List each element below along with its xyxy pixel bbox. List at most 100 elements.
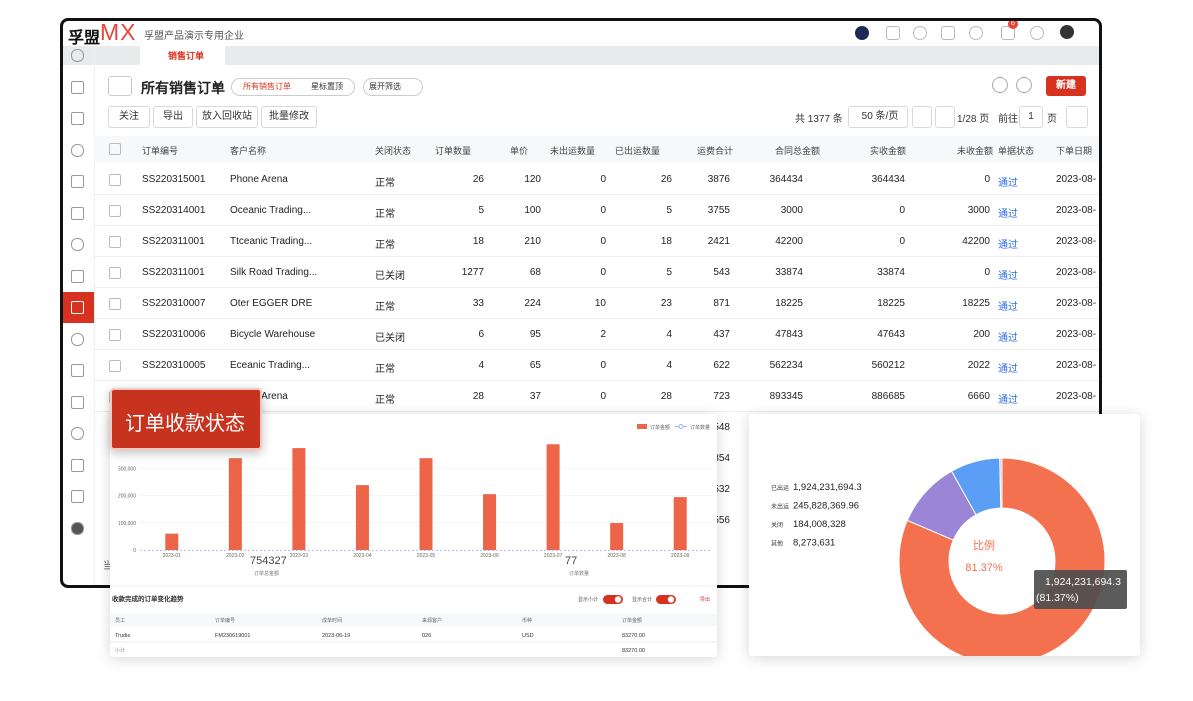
table-cell: 18225 xyxy=(775,298,803,309)
action-button[interactable]: 放入回收站 xyxy=(196,106,258,128)
checkbox[interactable] xyxy=(109,205,121,217)
table-cell: 893345 xyxy=(769,391,803,402)
table-cell: SS220310007 xyxy=(142,298,206,309)
sidebar-icon[interactable] xyxy=(71,364,84,377)
subtotal-amount: 83270.00 xyxy=(622,648,645,654)
header-icon[interactable] xyxy=(855,26,869,40)
filter-icon[interactable] xyxy=(1016,77,1032,93)
action-button[interactable]: 批量修改 xyxy=(261,106,317,128)
checkbox[interactable] xyxy=(109,329,121,341)
page-indicator: 1/28 页 xyxy=(957,114,990,125)
page-unit: 页 xyxy=(1047,114,1057,125)
row-divider xyxy=(94,380,1099,381)
new-button[interactable]: 新建 xyxy=(1046,76,1086,96)
table-cell: 6660 xyxy=(967,391,990,402)
sidebar-icon[interactable] xyxy=(71,112,84,125)
table-cell: 364434 xyxy=(769,174,803,185)
table-cell: 4 xyxy=(666,360,672,371)
table-cell: Eceanic Trading... xyxy=(230,360,311,371)
page-size[interactable]: 50 条/页 xyxy=(848,106,908,128)
x-tick-label: 2023-07 xyxy=(544,553,563,559)
sidebar-icon[interactable] xyxy=(71,458,84,472)
view-icon[interactable] xyxy=(108,76,132,96)
bar xyxy=(419,458,433,550)
sidebar-icon[interactable] xyxy=(71,175,84,188)
bar xyxy=(546,444,560,550)
sidebar-icon[interactable] xyxy=(71,521,84,535)
tab-label[interactable]: 销售订单 xyxy=(168,51,205,61)
status-link[interactable]: 通过 xyxy=(998,271,1018,282)
header-icon[interactable] xyxy=(969,26,983,40)
sidebar-icon[interactable] xyxy=(71,332,84,346)
checkbox[interactable] xyxy=(109,267,121,279)
table-cell: 33874 xyxy=(775,267,803,278)
status-link[interactable]: 通过 xyxy=(998,302,1018,313)
tab-bar xyxy=(63,46,1099,65)
status-link[interactable]: 通过 xyxy=(998,240,1018,251)
table-cell: 0 xyxy=(600,205,606,216)
view-option[interactable]: 星标置顶 xyxy=(311,82,343,91)
sidebar-icon[interactable] xyxy=(71,80,84,94)
column-header: 订单数量 xyxy=(435,146,472,156)
status-link[interactable]: 通过 xyxy=(998,333,1018,344)
sidebar-icon[interactable] xyxy=(71,395,84,409)
sidebar-icon[interactable] xyxy=(71,269,84,283)
table-cell: 3755 xyxy=(707,205,730,216)
y-tick-label: 0 xyxy=(133,548,136,554)
sidebar-icon[interactable] xyxy=(71,490,84,503)
header-icon[interactable] xyxy=(941,26,955,40)
table-cell: 10 xyxy=(594,298,606,309)
column-header: 运费合计 xyxy=(697,146,734,156)
column-header: 单据状态 xyxy=(998,146,1035,156)
status-link[interactable]: 通过 xyxy=(998,178,1018,189)
header-icon[interactable] xyxy=(886,26,900,40)
table-cell: 42200 xyxy=(962,236,990,247)
table-cell: 562234 xyxy=(769,360,803,371)
row-divider xyxy=(94,194,1099,195)
x-tick-label: 2023-02 xyxy=(226,553,245,559)
view-option[interactable]: 所有销售订单 xyxy=(243,82,291,91)
settings-icon[interactable] xyxy=(1066,106,1088,128)
table-cell: 120 xyxy=(524,174,541,185)
table-cell: 0 xyxy=(899,236,905,247)
checkbox[interactable] xyxy=(109,143,121,155)
header-icon[interactable] xyxy=(1030,26,1044,40)
table-cell: 2023-08-... xyxy=(1056,329,1096,340)
table-cell: SS220314001 xyxy=(142,205,206,216)
filter-pill[interactable] xyxy=(363,78,423,96)
export-link[interactable]: 导出 xyxy=(700,596,710,603)
action-button[interactable]: 关注 xyxy=(108,106,150,128)
avatar[interactable] xyxy=(1060,25,1074,39)
prev-button[interactable] xyxy=(912,106,932,128)
checkbox[interactable] xyxy=(109,236,121,248)
tab xyxy=(140,46,225,65)
table-cell: 95 xyxy=(529,329,541,340)
table-cell: 18225 xyxy=(962,298,990,309)
sidebar-icon[interactable] xyxy=(71,301,84,314)
search-icon[interactable] xyxy=(992,77,1008,93)
checkbox[interactable] xyxy=(109,360,121,372)
status-link[interactable]: 通过 xyxy=(998,364,1018,375)
column-header: 订单金额 xyxy=(622,617,642,624)
filter-label[interactable]: 展开筛选 xyxy=(369,82,401,91)
column-header: 实收金额 xyxy=(870,146,907,156)
sidebar-icon[interactable] xyxy=(71,143,84,157)
table-cell: 65 xyxy=(529,360,541,371)
header-icon[interactable] xyxy=(913,26,927,40)
sidebar-icon[interactable] xyxy=(71,206,84,220)
table-cell: 723 xyxy=(713,391,730,402)
center-value: 81.37% xyxy=(965,562,1003,574)
status-link[interactable]: 通过 xyxy=(998,209,1018,220)
sidebar-icon[interactable] xyxy=(71,49,84,62)
sidebar-icon[interactable] xyxy=(71,427,84,440)
next-button[interactable] xyxy=(935,106,955,128)
sidebar-icon[interactable] xyxy=(71,238,84,251)
legend-label: 订单金额 xyxy=(650,424,670,431)
action-button[interactable]: 导出 xyxy=(153,106,193,128)
goto-input[interactable]: 1 xyxy=(1019,106,1043,128)
checkbox[interactable] xyxy=(109,298,121,310)
legend-swatch xyxy=(637,424,647,429)
checkbox[interactable] xyxy=(109,174,121,186)
bar xyxy=(355,485,369,550)
status-link[interactable]: 通过 xyxy=(998,395,1018,406)
